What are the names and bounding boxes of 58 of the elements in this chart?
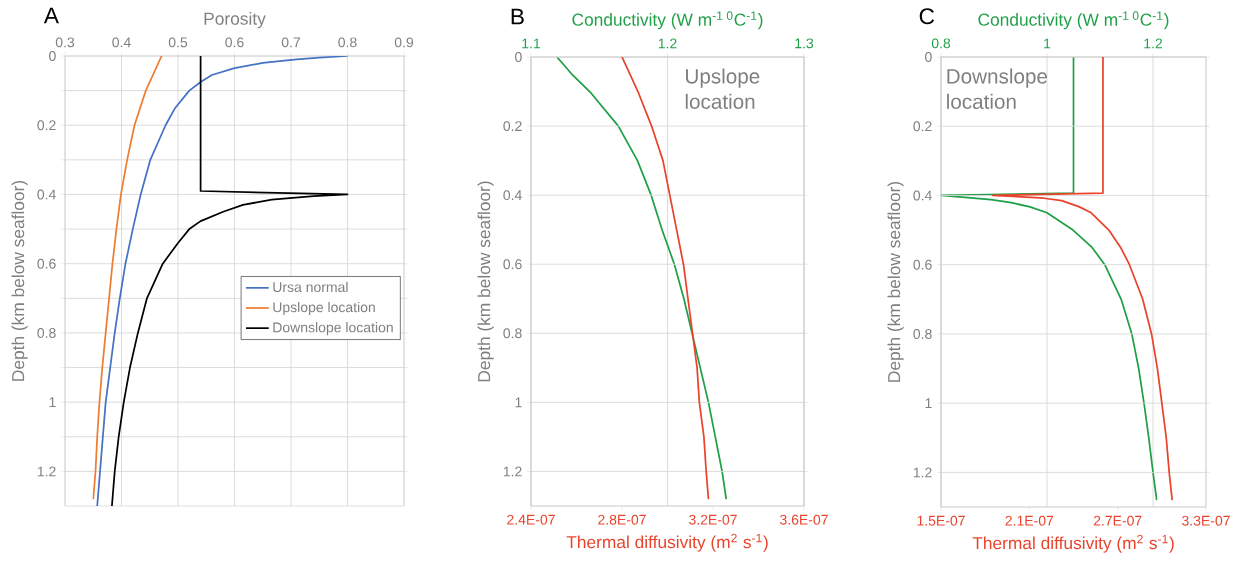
annotation: Upslope location (685, 68, 760, 109)
y-tick-label: 0.2 (503, 121, 522, 132)
x2-tick-label: 1.2 (1144, 38, 1163, 49)
x2-tick-label: 1.2 (658, 38, 677, 49)
x-tick-label: 2.4E-07 (507, 514, 555, 525)
y-tick-label: 0.6 (503, 259, 522, 270)
y-tick-label: 0.6 (913, 259, 932, 270)
line-series (92, 56, 163, 500)
x-tick-label: 0.5 (168, 37, 188, 48)
legend-label: Ursa normal (273, 281, 348, 293)
chart-title: B (511, 8, 524, 25)
y-tick-label: 1 (925, 398, 932, 408)
x-tick-label: 3.2E-07 (689, 514, 737, 525)
x-tick-label: 0.3 (55, 37, 75, 48)
y-tick-label: 1 (49, 397, 56, 407)
x2-tick-label: 1.3 (795, 38, 814, 49)
legend-label: Upslope location (273, 301, 375, 315)
annotation: Downslope location (947, 68, 1048, 109)
x-tick-label: 0.4 (112, 37, 131, 48)
x-axis-title: Porosity (204, 12, 266, 29)
y-tick-label: 1 (515, 397, 522, 408)
x-tick-label: 2.1E-07 (1005, 515, 1054, 526)
y-tick-label: 0 (515, 52, 522, 62)
y-axis-title: Depth (km below seafloor) (477, 181, 494, 382)
x-tick-label: 1.5E-07 (917, 515, 965, 526)
chart-title: C (919, 8, 935, 25)
y-tick-label: 1.2 (37, 466, 56, 477)
x-tick-label: 0.9 (394, 37, 414, 48)
x2-axis-title: Conductivity (W m$^{-1 0}$C$^{-1}$) (572, 11, 763, 30)
y-tick-label: 0.6 (37, 258, 56, 269)
y-tick-label: 0.8 (503, 328, 522, 339)
y-tick-label: 1.2 (913, 467, 932, 478)
legend-label: Downslope location (273, 322, 393, 336)
y-tick-label: 0.8 (913, 328, 932, 339)
y-axis-title: Depth (km below seafloor) (887, 181, 904, 382)
x-axis-title: Thermal diffusivity (m$^{2}$ s$^{-1}$) (566, 533, 768, 552)
y-axis-title: Depth (km below seafloor) (11, 180, 28, 381)
x-tick-label: 0.7 (281, 37, 301, 48)
y-tick-label: 1.2 (503, 466, 522, 477)
x-tick-label: 0.8 (338, 37, 357, 48)
y-tick-label: 0.2 (913, 121, 932, 132)
x-tick-label: 0.6 (225, 37, 244, 48)
y-tick-label: 0 (49, 51, 56, 61)
x2-axis-title: Conductivity (W m$^{-1 0}$C$^{-1}$) (978, 11, 1169, 30)
chart-title: A (43, 7, 59, 24)
y-tick-label: 0.4 (913, 190, 932, 201)
y-tick-label: 0.4 (503, 190, 522, 201)
x-tick-label: 3.6E-07 (780, 514, 828, 525)
x-tick-label: 2.8E-07 (598, 514, 646, 525)
y-tick-label: 0.2 (37, 120, 56, 131)
x2-tick-label: 1.1 (522, 38, 541, 49)
y-tick-label: 0.8 (37, 327, 56, 338)
x-axis-title: Thermal diffusivity (m$^{2}$ s$^{-1}$) (972, 534, 1174, 553)
x-tick-label: 3.3E-07 (1182, 515, 1230, 526)
x2-tick-label: 1 (1044, 38, 1051, 49)
y-tick-label: 0.4 (37, 189, 56, 200)
x-tick-label: 2.7E-07 (1093, 515, 1142, 526)
y-tick-label: 0 (925, 52, 932, 62)
